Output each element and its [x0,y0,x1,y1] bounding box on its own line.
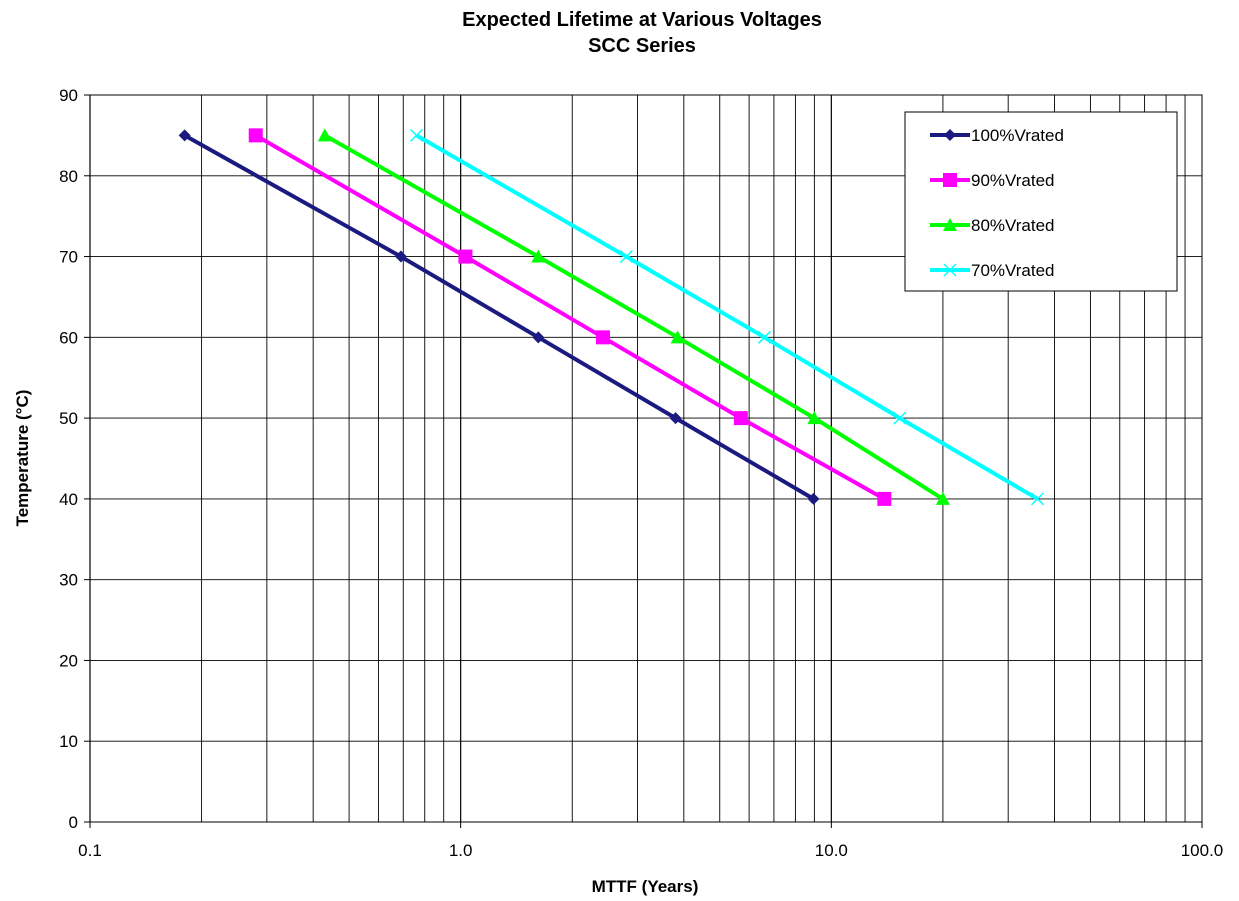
series-70%Vrated [409,128,1045,506]
data-point [935,491,950,505]
legend-label: 70%Vrated [971,261,1054,280]
legend-marker [943,218,957,231]
marker-stroke [893,411,907,425]
data-point [757,330,771,344]
legend-marker [943,263,957,277]
data-point [1031,492,1045,506]
y-tick-label: 0 [69,813,78,832]
legend-label: 80%Vrated [971,216,1054,235]
data-point [619,250,633,264]
legend-item: 70%Vrated [930,261,1054,280]
x-axis-label: MTTF (Years) [592,877,699,896]
series-80%Vrated [317,128,950,505]
data-point [733,411,748,426]
chart-subtitle: SCC Series [588,35,696,57]
marker-stroke [943,263,957,277]
data-point [394,250,407,263]
marker-stroke [619,250,633,264]
data-point [317,128,332,142]
data-point [409,128,424,142]
series-90%Vrated [248,128,892,506]
legend-item: 100%Vrated [930,126,1064,145]
y-tick-label: 70 [59,248,78,267]
legend-box [904,111,1178,292]
y-tick-label: 90 [59,86,78,105]
legend: 100%Vrated 90%Vrated 80%Vrated 70%Vrated [904,111,1178,292]
data-point [532,331,545,344]
data-point [178,129,191,142]
data-point [893,411,907,425]
data-point [248,128,263,143]
legend-label: 90%Vrated [971,171,1054,190]
series-layer [178,128,1045,506]
series-100%Vrated [178,129,820,505]
chart-title: Expected Lifetime at Various Voltages [462,9,822,31]
legend-marker [944,129,956,141]
y-axis-label: Temperature (°C) [13,390,32,527]
data-point [877,491,892,506]
data-point [458,249,473,264]
data-point [669,412,682,425]
y-tick-label: 20 [59,651,78,670]
y-tick-label: 40 [59,490,78,509]
legend-item: 80%Vrated [930,216,1054,235]
x-tick-label: 1.0 [449,841,473,860]
legend-item: 90%Vrated [930,171,1054,190]
y-tick-label: 60 [59,328,78,347]
legend-label: 100%Vrated [971,126,1064,145]
y-tick-label: 30 [59,571,78,590]
data-point [531,249,546,263]
marker-stroke [409,128,424,142]
marker-stroke [1031,492,1045,506]
data-point [595,330,610,345]
plot-area-frame [89,94,1203,823]
x-tick-label: 100.0 [1181,841,1224,860]
y-tick-label: 80 [59,167,78,186]
x-tick-label: 0.1 [78,841,102,860]
data-point [807,411,822,425]
x-tick-label: 10.0 [815,841,848,860]
marker-stroke [757,330,771,344]
data-point [807,492,820,505]
y-tick-label: 50 [59,409,78,428]
axis-ticks: 0 10 20 30 40 50 60 70 80 90 0.1 1.0 10.0 100.0 [59,86,1223,860]
data-point [670,330,685,344]
legend-marker [943,173,957,187]
y-tick-label: 10 [59,732,78,751]
